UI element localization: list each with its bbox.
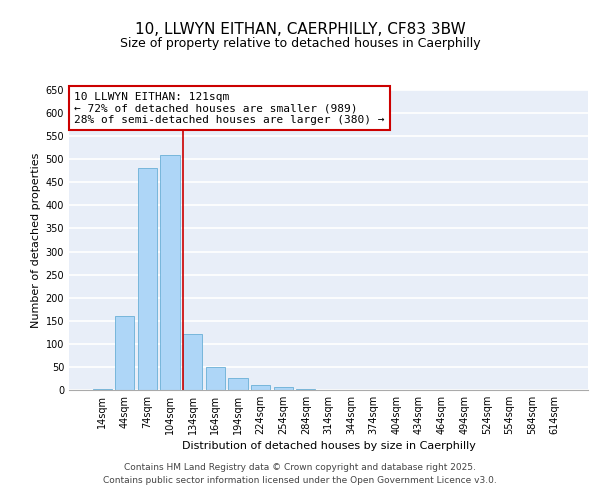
Bar	[229, 378, 248, 390]
Bar	[138, 168, 157, 390]
Bar	[206, 367, 225, 390]
Bar	[251, 386, 270, 390]
Bar	[92, 388, 112, 390]
Text: Contains HM Land Registry data © Crown copyright and database right 2025.: Contains HM Land Registry data © Crown c…	[124, 462, 476, 471]
Bar	[296, 389, 316, 390]
Text: 10, LLWYN EITHAN, CAERPHILLY, CF83 3BW: 10, LLWYN EITHAN, CAERPHILLY, CF83 3BW	[134, 22, 466, 38]
Text: 10 LLWYN EITHAN: 121sqm
← 72% of detached houses are smaller (989)
28% of semi-d: 10 LLWYN EITHAN: 121sqm ← 72% of detache…	[74, 92, 385, 124]
Bar	[115, 316, 134, 390]
Bar	[160, 154, 180, 390]
Bar	[183, 334, 202, 390]
Bar	[274, 387, 293, 390]
Y-axis label: Number of detached properties: Number of detached properties	[31, 152, 41, 328]
X-axis label: Distribution of detached houses by size in Caerphilly: Distribution of detached houses by size …	[182, 441, 475, 451]
Text: Contains public sector information licensed under the Open Government Licence v3: Contains public sector information licen…	[103, 476, 497, 485]
Text: Size of property relative to detached houses in Caerphilly: Size of property relative to detached ho…	[119, 38, 481, 51]
